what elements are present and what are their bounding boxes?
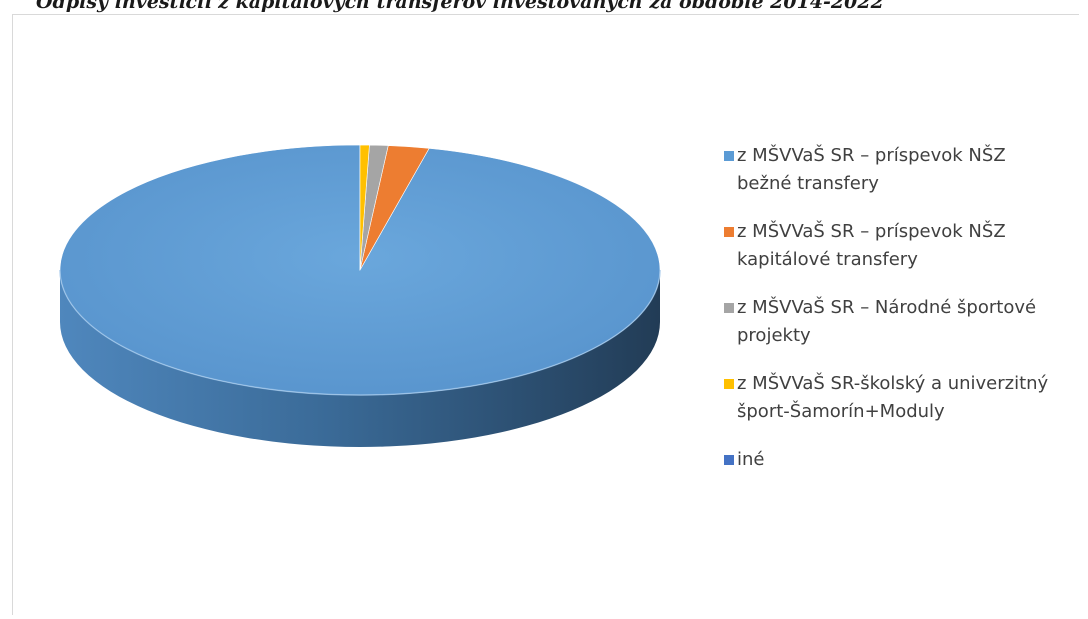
legend-label: z MŠVVaŠ SR – Národné športové [737,297,1037,318]
pie-slice [359,144,370,271]
legend-swatch [724,151,734,161]
legend-label: z MŠVVaŠ SR – príspevok NŠZ [737,221,1006,242]
legend-item: z MŠVVaŠ SR-školský a univerzitný šport-… [724,370,1074,426]
legend-swatch [724,227,734,237]
chart-area [12,14,1079,615]
legend-label: projekty [737,325,811,346]
legend-item: z MŠVVaŠ SR – príspevok NŠZ bežné transf… [724,142,1074,198]
legend-label: šport-Šamorín+Moduly [737,401,945,422]
chart-legend: z MŠVVaŠ SR – príspevok NŠZ bežné transf… [724,142,1074,494]
legend-label: z MŠVVaŠ SR-školský a univerzitný [737,373,1049,394]
legend-swatch [724,379,734,389]
legend-label: bežné transfery [737,173,879,194]
legend-label: kapitálové transfery [737,249,918,270]
pie-rim-highlight [59,269,661,396]
chart-title: Odpisy investícií z kapitálových transfe… [36,0,884,13]
legend-item: z MŠVVaŠ SR – Národné športové projekty [724,294,1074,350]
legend-swatch [724,455,734,465]
legend-swatch [724,303,734,313]
legend-label: z MŠVVaŠ SR – príspevok NŠZ [737,145,1006,166]
legend-item: iné [724,446,1074,474]
legend-label: iné [737,449,765,470]
pie-side-wall [60,270,660,447]
legend-item: z MŠVVaŠ SR – príspevok NŠZ kapitálové t… [724,218,1074,274]
